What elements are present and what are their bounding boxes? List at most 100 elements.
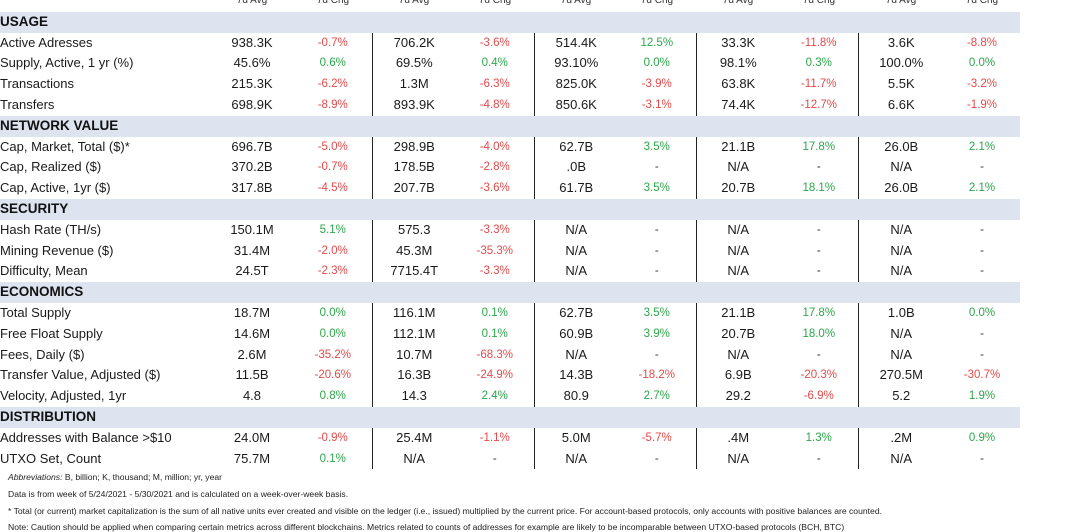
change-value: 0.1% <box>456 302 535 324</box>
avg-value: 370.2B <box>231 159 273 175</box>
avg-value: 1.3M <box>399 76 429 92</box>
section-title: SECURITY <box>0 198 1020 220</box>
metric-label: Supply, Active, 1 yr (%) <box>0 55 134 71</box>
change-value: 0.1% <box>456 323 535 345</box>
avg-value: 16.3B <box>397 367 432 383</box>
market-cap-footnote: * Total (or current) market capitalizati… <box>8 506 882 516</box>
metric-label: Transfers <box>0 96 55 112</box>
avg-value: .2M <box>890 429 913 445</box>
avg-value: 21.1B <box>721 138 756 154</box>
table-row: Cap, Market, Total ($)* 696.7B -5.0% 298.9B… <box>0 136 1020 158</box>
avg-value: .4M <box>727 429 750 445</box>
section-title: ECONOMICS <box>0 282 1020 303</box>
change-value: -3.3% <box>456 261 535 283</box>
change-value: 17.8% <box>780 302 859 324</box>
avg-value: 215.3K <box>231 76 273 92</box>
metric-label: Velocity, Adjusted, 1yr <box>0 388 127 404</box>
avg-value: N/A <box>727 242 750 258</box>
change-value: - <box>980 244 984 257</box>
avg-value: 29.2 <box>725 388 751 404</box>
change-value: -18.2% <box>618 365 697 387</box>
table-row: Hash Rate (TH/s) 150.1M 5.1% 575.3 -3.3% N/A -… <box>0 219 1020 241</box>
change-value: -6.9% <box>780 386 859 407</box>
column-header-row: 7d Avg 7d Chg 7d Avg 7d Chg 7d Avg 7d Chg 7d A… <box>0 0 1020 12</box>
change-value: -4.8% <box>456 94 535 116</box>
avg-value: 69.5% <box>395 55 433 71</box>
avg-value: N/A <box>727 263 750 279</box>
change-value: -2.8% <box>456 157 535 179</box>
table-row: Transfers 698.9K -8.9% 893.9K -4.8% 850.6K -3.… <box>0 94 1020 116</box>
change-value: - <box>780 261 859 283</box>
avg-value: 5.5K <box>887 76 915 92</box>
avg-value: 14.6M <box>233 325 271 341</box>
change-value: - <box>980 327 984 340</box>
avg-value: 6.9B <box>724 367 752 383</box>
avg-value: N/A <box>565 263 588 279</box>
table-row: Transfer Value, Adjusted ($) 11.5B -20.6% 1… <box>0 365 1020 387</box>
change-value: -68.3% <box>456 344 535 366</box>
change-value: -3.2% <box>966 78 998 91</box>
change-value: -20.3% <box>780 365 859 387</box>
avg-value: 1.0B <box>887 304 915 320</box>
table-row: Total Supply 18.7M 0.0% 116.1M 0.1% 62.7B 3.5%… <box>0 302 1020 324</box>
change-value: - <box>780 157 859 179</box>
avg-value: N/A <box>727 159 750 175</box>
section-title: NETWORK VALUE <box>0 115 1020 137</box>
avg-value: 5.2 <box>892 388 911 404</box>
change-value: -8.9% <box>294 94 373 116</box>
avg-value: 270.5M <box>879 367 923 383</box>
avg-value: N/A <box>727 221 750 237</box>
metric-label: Active Adresses <box>0 34 93 50</box>
change-value: -3.3% <box>456 219 535 241</box>
avg-value: N/A <box>890 263 913 279</box>
section-header-row: SECURITY <box>0 198 1020 220</box>
change-value: -8.8% <box>966 36 998 49</box>
avg-value: 298.9B <box>393 138 435 154</box>
metrics-table: 7d Avg 7d Chg 7d Avg 7d Chg 7d Avg 7d Chg 7d A… <box>0 0 1020 470</box>
change-value: 0.0% <box>294 302 373 324</box>
avg-value: 100.0% <box>879 55 924 71</box>
table-row: UTXO Set, Count 75.7M 0.1% N/A - N/A - N/A - N/A - <box>0 448 1020 470</box>
avg-value: 20.7B <box>721 180 756 196</box>
change-value: - <box>618 344 697 366</box>
change-value: 3.5% <box>618 136 697 158</box>
avg-value: 10.7M <box>396 346 433 362</box>
metric-label: Free Float Supply <box>0 325 103 341</box>
avg-value: N/A <box>727 346 750 362</box>
avg-value: N/A <box>890 346 913 362</box>
change-value: -3.1% <box>618 94 697 116</box>
avg-value: 116.1M <box>393 304 436 320</box>
change-value: - <box>980 223 984 236</box>
change-value: - <box>618 261 697 283</box>
change-value: 0.0% <box>618 53 697 75</box>
metric-label: Cap, Active, 1yr ($) <box>0 180 111 196</box>
avg-value: 75.7M <box>233 450 271 466</box>
table-row: Cap, Active, 1yr ($) 317.8B -4.5% 207.7B -3.… <box>0 178 1020 199</box>
avg-value: 61.7B <box>559 180 594 196</box>
avg-value: 6.6K <box>887 96 915 112</box>
change-value: - <box>980 161 984 174</box>
metric-label: Total Supply <box>0 304 71 320</box>
section-header-row: USAGE <box>0 11 1020 33</box>
change-value: 0.0% <box>968 306 996 319</box>
table-row: Cap, Realized ($) 370.2B -0.7% 178.5B -2.8%.… <box>0 157 1020 179</box>
change-value: - <box>618 157 697 179</box>
change-value: -3.6% <box>456 178 535 199</box>
header-7d-chg: 7d Chg <box>802 0 836 6</box>
avg-value: 98.1% <box>719 55 757 71</box>
avg-value: N/A <box>565 221 588 237</box>
change-value: -24.9% <box>456 365 535 387</box>
change-value: -2.3% <box>294 261 373 283</box>
header-7d-chg: 7d Chg <box>965 0 999 6</box>
avg-value: 150.1M <box>230 221 274 237</box>
avg-value: 178.5B <box>393 159 435 175</box>
metric-label: Cap, Market, Total ($)* <box>0 138 130 154</box>
change-value: -5.7% <box>618 427 697 449</box>
change-value: - <box>980 265 984 278</box>
header-7d-avg: 7d Avg <box>398 0 430 6</box>
change-value: -20.6% <box>294 365 373 387</box>
change-value: -35.3% <box>456 240 535 262</box>
change-value: 1.3% <box>780 427 859 449</box>
avg-value: N/A <box>890 242 913 258</box>
avg-value: 696.7B <box>231 138 273 154</box>
